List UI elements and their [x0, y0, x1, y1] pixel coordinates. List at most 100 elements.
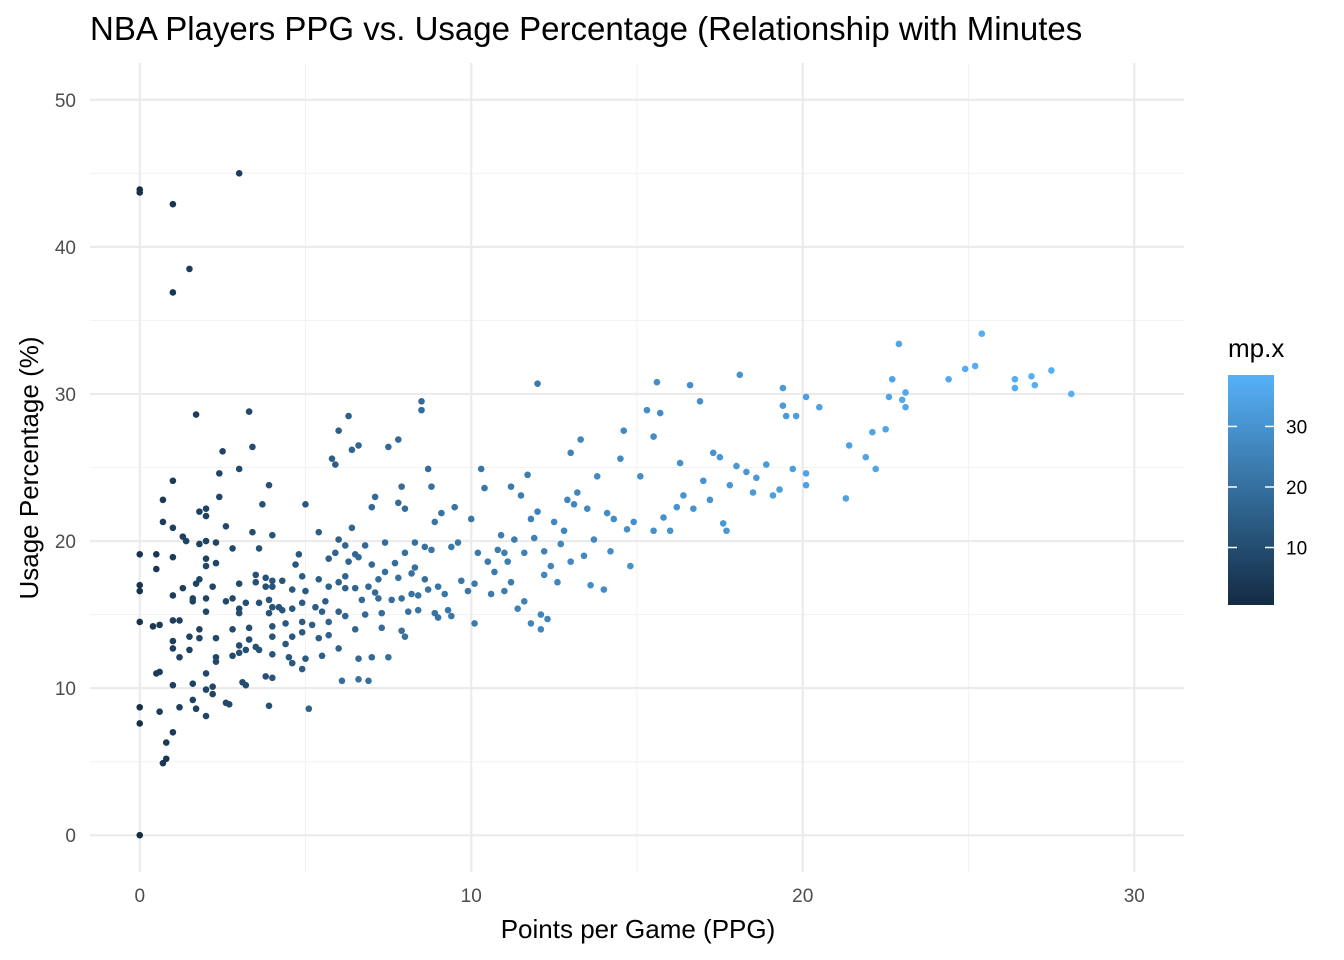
data-point [434, 614, 442, 621]
data-point [424, 586, 432, 593]
data-point [749, 489, 757, 496]
data-points [136, 170, 1075, 839]
data-point [269, 577, 276, 585]
data-point [391, 559, 399, 567]
data-point [136, 703, 144, 711]
data-point [700, 477, 707, 485]
data-point [487, 590, 495, 598]
data-point [762, 461, 770, 468]
data-point [620, 427, 628, 435]
data-point [259, 500, 266, 508]
data-point [169, 637, 177, 645]
data-point [169, 477, 177, 485]
data-point [431, 518, 439, 526]
data-point [318, 608, 326, 615]
data-point [438, 509, 445, 517]
data-point [355, 553, 362, 561]
data-point [534, 508, 541, 515]
data-point [212, 658, 220, 665]
data-point [680, 492, 687, 499]
data-point [802, 393, 810, 401]
data-point [269, 603, 276, 611]
data-point [242, 681, 250, 689]
data-point [345, 412, 352, 420]
data-point [716, 453, 724, 461]
data-point [355, 442, 362, 449]
data-point [557, 540, 565, 548]
data-point [421, 575, 429, 583]
data-point [255, 545, 263, 552]
data-point [136, 189, 144, 196]
data-point [169, 553, 177, 561]
y-tick-label: 40 [55, 238, 76, 259]
data-point [153, 565, 160, 573]
data-point [298, 618, 306, 626]
data-point [474, 549, 482, 557]
data-point [381, 539, 389, 546]
legend-tick-label: 10 [1286, 539, 1307, 560]
data-point [371, 589, 379, 596]
data-point [136, 831, 144, 839]
data-point [885, 393, 893, 401]
data-point [494, 546, 502, 554]
data-point [269, 531, 276, 539]
data-point [345, 558, 352, 565]
data-point [149, 623, 157, 630]
data-point [169, 645, 177, 652]
data-point [169, 289, 177, 296]
data-point [245, 408, 253, 415]
data-point [302, 655, 309, 663]
data-point [332, 549, 339, 557]
data-point [414, 606, 422, 614]
data-point [504, 558, 512, 565]
data-point [381, 568, 389, 576]
data-point [583, 505, 591, 512]
data-point [179, 584, 187, 592]
data-point [441, 590, 449, 598]
data-point [325, 555, 332, 562]
data-point [202, 562, 210, 570]
data-point [265, 481, 273, 489]
data-point [278, 606, 286, 614]
data-point [305, 705, 313, 713]
color-legend: mp.x 10 20 30 [1228, 333, 1307, 605]
data-point [162, 755, 170, 763]
y-axis-title: Usage Percentage (%) [14, 336, 44, 599]
data-point [842, 495, 850, 502]
data-point [444, 606, 452, 614]
data-point [603, 509, 611, 517]
data-point [723, 527, 730, 535]
data-point [159, 518, 167, 526]
data-point [520, 598, 528, 605]
data-point [650, 433, 657, 440]
data-point [467, 515, 475, 523]
data-point [196, 508, 203, 515]
data-point [690, 505, 697, 512]
data-point [222, 523, 230, 530]
data-point [398, 595, 405, 602]
data-point [782, 412, 790, 420]
data-point [524, 471, 531, 479]
data-point [328, 455, 336, 462]
data-point [169, 681, 177, 689]
data-point [457, 577, 465, 585]
data-point [229, 652, 236, 660]
data-point [650, 527, 657, 535]
data-point [262, 673, 270, 680]
data-point [186, 633, 193, 640]
data-point [862, 453, 870, 461]
data-point [527, 620, 535, 627]
data-point [176, 653, 183, 661]
data-point [656, 409, 664, 417]
data-point [1011, 384, 1019, 392]
data-point [792, 412, 800, 420]
data-point [971, 362, 979, 370]
data-point [159, 496, 167, 504]
data-point [229, 595, 236, 602]
data-point [215, 493, 223, 501]
data-point [368, 561, 376, 568]
data-point [335, 536, 342, 543]
data-point [265, 596, 273, 604]
data-point [215, 470, 223, 477]
data-point [235, 609, 243, 617]
